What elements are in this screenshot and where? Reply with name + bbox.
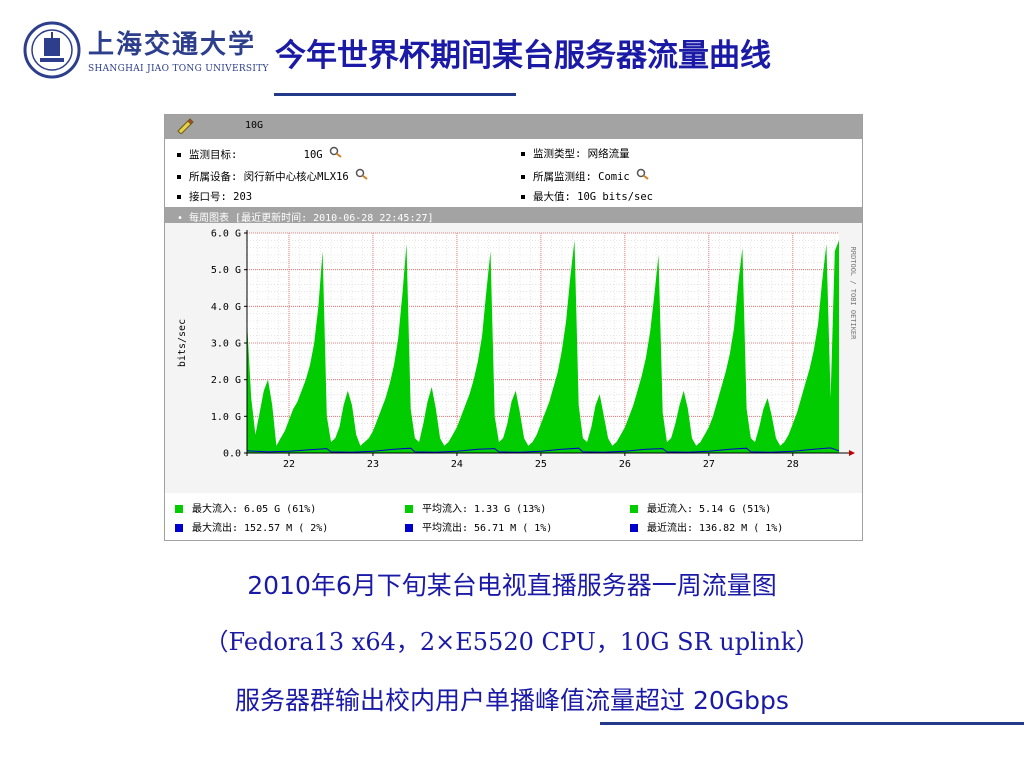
info-type: 监测类型: 网络流量 [521,146,630,161]
target-label: 监测目标: [189,149,238,161]
series-out-line [246,447,840,453]
legend-swatch [405,505,413,513]
bullet-icon [521,175,525,179]
device-text: 所属设备: 闵行新中心核心MLX16 [189,171,349,183]
weekly-bar: • 每周图表 [最近更新时间: 2010-06-28 22:45:27] [165,207,862,224]
x-tick-label: 28 [787,459,799,470]
bullet-icon [177,153,181,157]
university-logo: 上海交通大学 SHANGHAI JIAO TONG UNIVERSITY [22,20,268,84]
y-tick-label: 3.0 G [211,339,241,350]
legend-max-in: 最大流入: 6.05 G (61%) [175,500,316,515]
weekly-bar-text: • 每周图表 [最近更新时间: 2010-06-28 22:45:27] [177,213,434,224]
y-tick-label: 1.0 G [211,412,241,423]
panel-name: 10G [245,120,264,131]
group-text: 所属监测组: Comic [533,171,630,183]
slide-title: 今年世界杯期间某台服务器流量曲线 [275,38,771,74]
x-tick-label: 23 [367,459,379,470]
logo-subtitle: SHANGHAI JIAO TONG UNIVERSITY [88,64,269,74]
legend-swatch [175,524,183,532]
x-axis-arrow [849,450,855,456]
legend-avg-out-text: 平均流出: 56.71 M ( 1%) [422,523,553,534]
x-tick-label: 24 [451,459,463,470]
legend-cur-out-text: 最近流出: 136.82 M ( 1%) [647,523,784,534]
legend-swatch [630,505,638,513]
legend-swatch [630,524,638,532]
caption-line-1: 2010年6月下旬某台电视直播服务器一周流量图 [247,571,777,600]
y-ticks: 0.0 1.0 G 2.0 G 3.0 G 4.0 G 5.0 G 6.0 G [211,229,247,460]
legend-cur-in-text: 最近流入: 5.14 G (51%) [647,504,772,515]
title-underline [274,93,516,96]
bullet-icon [521,152,525,156]
y-tick-label: 2.0 G [211,375,241,386]
series-in-area [247,240,839,453]
y-tick-label: 0.0 [223,449,241,460]
university-seal-icon [23,21,81,79]
port-text: 接口号: 203 [189,191,253,203]
legend-avg-in-text: 平均流入: 1.33 G (13%) [422,504,547,515]
search-icon[interactable] [355,168,369,180]
legend-max-out-text: 最大流出: 152.57 M ( 2%) [192,523,329,534]
caption-line-2: （Fedora13 x64，2×E5520 CPU，10G SR uplink） [204,628,820,656]
y-tick-label: 6.0 G [211,229,241,240]
info-port: 接口号: 203 [177,189,252,204]
traffic-chart: 0.0 1.0 G 2.0 G 3.0 G 4.0 G 5.0 G 6.0 G 22 23 24… [165,223,862,493]
x-tick-label: 26 [619,459,631,470]
search-icon[interactable] [329,146,343,158]
x-tick-label: 22 [283,459,295,470]
search-icon[interactable] [636,168,650,180]
max-text: 最大值: 10G bits/sec [533,191,654,203]
bullet-icon [177,195,181,199]
legend: 最大流入: 6.05 G (61%) 平均流入: 1.33 G (13%) 最近… [165,493,862,540]
pencil-icon[interactable] [175,118,195,134]
panel-header: 10G [165,115,862,139]
legend-max-in-text: 最大流入: 6.05 G (61%) [192,504,317,515]
legend-avg-in: 平均流入: 1.33 G (13%) [405,500,546,515]
legend-swatch [175,505,183,513]
y-tick-label: 4.0 G [211,302,241,313]
bullet-icon [177,175,181,179]
caption-line-3: 服务器群输出校内用户单播峰值流量超过 20Gbps [235,686,789,715]
traffic-panel: 10G 监测目标: 10G 所属设备: 闵行新中心核心MLX16 接口号: 20… [164,114,863,541]
y-axis-label: bits/sec [177,319,188,367]
info-target: 监测目标: 10G [177,146,343,162]
legend-avg-out: 平均流出: 56.71 M ( 1%) [405,519,552,534]
legend-cur-out: 最近流出: 136.82 M ( 1%) [630,519,783,534]
bottom-rule [600,722,1024,725]
x-tick-label: 25 [535,459,547,470]
target-value: 10G [303,149,323,161]
bullet-icon [521,195,525,199]
legend-max-out: 最大流出: 152.57 M ( 2%) [175,519,328,534]
info-group: 所属监测组: Comic [521,168,650,184]
type-text: 监测类型: 网络流量 [533,148,630,160]
rrdtool-credit: RRDTOOL / TOBI OETIKER [849,247,857,341]
legend-swatch [405,524,413,532]
info-max: 最大值: 10G bits/sec [521,189,653,204]
logo-text: 上海交通大学 [88,30,257,60]
x-tick-label: 27 [703,459,715,470]
legend-cur-in: 最近流入: 5.14 G (51%) [630,500,771,515]
info-device: 所属设备: 闵行新中心核心MLX16 [177,168,369,184]
y-tick-label: 5.0 G [211,265,241,276]
